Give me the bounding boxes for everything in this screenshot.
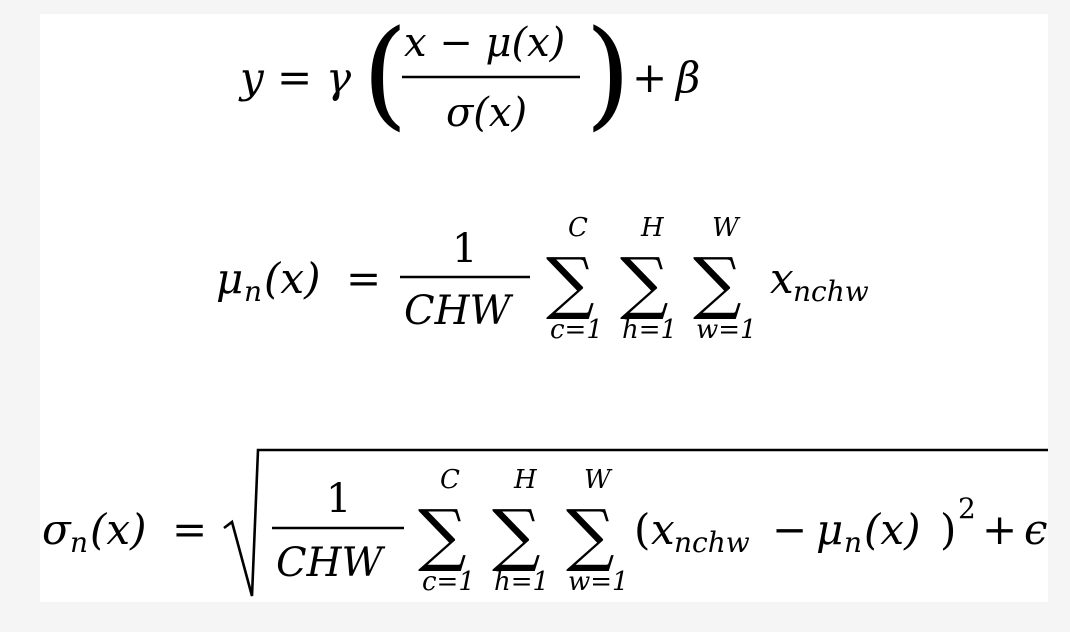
eq3-exponent: 2 xyxy=(958,492,976,525)
eq3-epsilon: ϵ xyxy=(1024,505,1048,554)
page-border-right xyxy=(1048,0,1070,632)
eq3-sub-n: n xyxy=(70,526,88,559)
eq3-sum3-upper: W xyxy=(584,465,613,495)
eq2-sum1: ∑ xyxy=(546,244,595,323)
page-border-top xyxy=(0,0,1070,14)
eq3-sum3-lower: w=1 xyxy=(568,567,629,597)
eq2-sum2-lower: h=1 xyxy=(622,315,677,345)
eq2-equals: = xyxy=(346,254,381,303)
eq2-arg: (x) xyxy=(264,254,320,303)
eq2-sum3: ∑ xyxy=(693,244,742,323)
eq2-sum3-upper: W xyxy=(712,213,741,243)
eq1-lhs: y xyxy=(238,53,265,102)
eq3-mu: μ xyxy=(816,505,843,554)
eq2-sub-n: n xyxy=(244,275,262,308)
eq3-sigma: σ xyxy=(42,505,72,554)
eq3-sum3: ∑ xyxy=(566,496,615,575)
eq3-sum1: ∑ xyxy=(418,496,467,575)
eq2-frac-den: CHW xyxy=(404,288,513,334)
eq3-frac-den: CHW xyxy=(276,540,385,586)
eq3-mu-sub: n xyxy=(844,526,862,559)
eq3-term-x: x xyxy=(651,505,675,554)
eq1-right-paren: ) xyxy=(585,4,631,142)
eq3-sum2-lower: h=1 xyxy=(494,567,549,597)
eq3-equals: = xyxy=(172,505,207,554)
eq3-right-paren: ) xyxy=(940,505,956,554)
eq1-left-paren: ( xyxy=(362,4,408,142)
eq3-sum2: ∑ xyxy=(492,496,541,575)
eq2-frac-num: 1 xyxy=(452,226,477,272)
eq1-gamma: γ xyxy=(326,53,352,102)
eq3-plus: + xyxy=(982,505,1017,554)
eq2-sum2-upper: H xyxy=(640,213,665,243)
eq3-minus: − xyxy=(772,505,807,554)
eq3-frac-num: 1 xyxy=(326,476,351,522)
eq3-sqrt-radical xyxy=(223,448,1048,597)
eq3-arg: (x) xyxy=(90,505,146,554)
eq2-sum2: ∑ xyxy=(620,244,669,323)
eq1-equals: = xyxy=(277,53,312,102)
eq3-sum2-upper: H xyxy=(513,465,538,495)
eq3-term-sub: nchw xyxy=(674,526,750,559)
eq1-beta: β xyxy=(674,53,700,102)
page-border-bottom xyxy=(0,602,1070,632)
eq1-numerator: x − μ(x) xyxy=(404,20,565,66)
eq3-mu-arg: (x) xyxy=(864,505,920,554)
eq3-left-paren: ( xyxy=(634,505,650,554)
eq2-term-x: x xyxy=(770,254,794,303)
equation-mean: μ n (x) = 1 CHW C ∑ c=1 H ∑ h=1 W ∑ w=1 … xyxy=(216,213,869,345)
eq2-sum1-upper: C xyxy=(568,213,588,243)
eq1-denominator: σ(x) xyxy=(446,90,527,136)
eq2-sum3-lower: w=1 xyxy=(696,315,757,345)
eq2-mu: μ xyxy=(216,254,243,303)
page-border-left xyxy=(0,0,40,632)
equation-layer-norm: y = γ ( x − μ(x) σ(x) ) + β xyxy=(238,4,700,142)
eq2-term-sub: nchw xyxy=(793,275,869,308)
eq1-plus: + xyxy=(632,53,667,102)
equation-stddev: σ n (x) = 1 CHW C ∑ c=1 H ∑ h=1 W ∑ w=1 … xyxy=(42,448,1048,597)
eq2-sum1-lower: c=1 xyxy=(550,315,603,345)
eq3-sum1-upper: C xyxy=(440,465,460,495)
eq3-sum1-lower: c=1 xyxy=(422,567,475,597)
